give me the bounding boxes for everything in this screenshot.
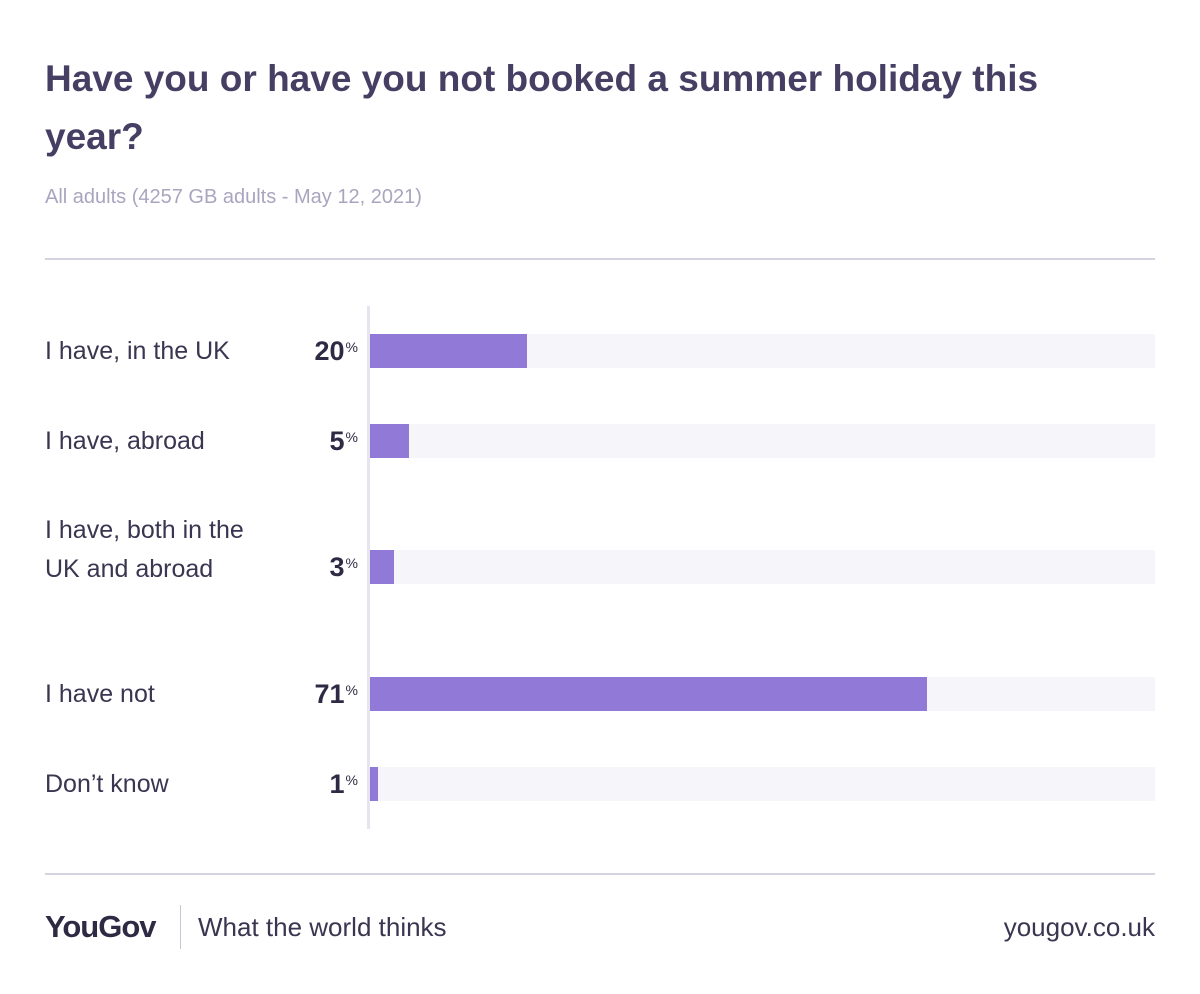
bottom-divider <box>45 873 1155 875</box>
category-label: I have, both in the UK and abroad <box>45 516 244 583</box>
bar <box>370 677 928 711</box>
category-label: I have, in the UK <box>45 337 230 365</box>
footer-divider <box>180 905 181 949</box>
bar-track <box>370 334 1155 368</box>
category-label: Don’t know <box>45 770 169 798</box>
yougov-logo: YouGov <box>45 909 157 944</box>
data-label: 5% <box>329 426 358 456</box>
top-divider <box>45 258 1155 260</box>
chart-axis-line <box>367 306 370 829</box>
data-label: 71% <box>314 679 359 709</box>
category-label: I have not <box>45 680 155 708</box>
bar <box>370 334 527 368</box>
bar-track <box>370 550 1155 584</box>
chart-title: Have you or have you not booked a summer… <box>45 58 1039 157</box>
data-label: 20% <box>314 336 359 366</box>
bar <box>370 550 394 584</box>
bar-track <box>370 424 1155 458</box>
bar-track <box>370 767 1155 801</box>
data-label: 3% <box>329 552 358 582</box>
bar-track <box>370 677 1155 711</box>
bar <box>370 767 378 801</box>
bar <box>370 424 410 458</box>
category-label: I have, abroad <box>45 427 205 455</box>
chart-subtitle: All adults (4257 GB adults - May 12, 202… <box>45 186 422 208</box>
footer-tagline: What the world thinks <box>198 912 447 942</box>
data-label: 1% <box>329 769 358 799</box>
footer-url[interactable]: yougov.co.uk <box>1003 912 1155 942</box>
